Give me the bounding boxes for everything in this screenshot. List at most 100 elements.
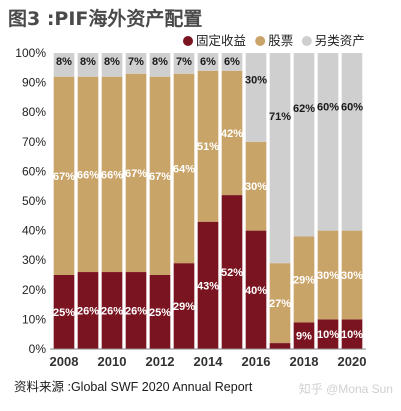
x-tick-label: 2010 <box>98 354 127 369</box>
data-label: 30% <box>245 181 267 193</box>
data-label: 67% <box>125 168 147 180</box>
y-tick-label: 80% <box>22 105 46 119</box>
legend-marker <box>183 36 193 46</box>
data-label: 60% <box>317 101 339 113</box>
data-label: 10% <box>341 329 363 341</box>
bar-segment <box>317 230 339 320</box>
bar-segment <box>149 76 171 276</box>
x-tick-label: 2018 <box>290 354 319 369</box>
bar-segment <box>197 70 219 222</box>
data-label: 51% <box>197 141 219 153</box>
bar-segment <box>293 53 315 237</box>
bar-segment <box>197 53 219 71</box>
y-tick-label: 100% <box>15 46 46 60</box>
y-tick-label: 0% <box>29 342 47 356</box>
bar-segment <box>341 53 363 231</box>
watermark: 知乎 @Mona Sun <box>298 382 393 396</box>
bar-segment <box>173 53 195 74</box>
bar-segment <box>269 343 291 349</box>
bar-segment <box>293 236 315 323</box>
bar-segment <box>77 76 99 273</box>
y-tick-label: 50% <box>22 194 46 208</box>
data-label: 29% <box>293 274 315 286</box>
bar-segment <box>221 70 243 196</box>
bar-segment <box>341 230 363 320</box>
bar-segment <box>149 275 171 349</box>
x-tick-label: 2014 <box>194 354 224 369</box>
data-label: 26% <box>125 306 147 318</box>
bar-segment <box>125 73 147 273</box>
data-label: 10% <box>317 329 339 341</box>
bar-segment <box>269 53 291 264</box>
x-tick-label: 2020 <box>338 354 367 369</box>
data-label: 64% <box>173 163 195 175</box>
data-label: 9% <box>296 331 312 343</box>
bar-segment <box>269 263 291 344</box>
bar-segment <box>149 53 171 77</box>
x-axis: 2008 2010 2012 2014 2016 2018 2020 <box>50 354 367 369</box>
data-label: 30% <box>317 270 339 282</box>
x-tick-label: 2012 <box>146 354 175 369</box>
x-tick-label: 2016 <box>242 354 271 369</box>
bar-segment <box>77 53 99 77</box>
data-label: 6% <box>200 56 216 68</box>
data-label: 52% <box>221 267 243 279</box>
bar-segment <box>53 76 75 276</box>
data-label: 62% <box>293 103 315 115</box>
data-label: 26% <box>77 306 99 318</box>
bar-segment <box>245 141 267 231</box>
bar-segment <box>317 319 339 349</box>
y-tick-label: 20% <box>22 283 46 297</box>
chart-title: 图3 :PIF海外资产配置 <box>8 8 203 30</box>
y-tick-label: 90% <box>22 76 46 90</box>
bar-segment <box>293 322 315 349</box>
bar-segment <box>101 272 123 349</box>
legend: 固定收益 股票 另类资产 <box>183 33 365 48</box>
legend-marker <box>301 36 312 46</box>
data-label: 29% <box>173 301 195 313</box>
y-axis: 0% 10% 20% 30% 40% 50% 60% 70% 80% 90% 100% <box>15 46 46 356</box>
bar-segment <box>341 319 363 349</box>
source-note: 资料来源 :Global SWF 2020 Annual Report <box>14 380 253 394</box>
data-label: 8% <box>104 56 120 68</box>
data-label: 7% <box>176 56 192 68</box>
data-label: 30% <box>245 75 267 87</box>
y-tick-label: 30% <box>22 253 46 267</box>
legend-label: 另类资产 <box>315 33 365 48</box>
bar-segment <box>53 53 75 77</box>
y-tick-label: 40% <box>22 224 46 238</box>
data-label: 8% <box>56 56 72 68</box>
bar-segment <box>125 53 147 74</box>
bar-segment <box>101 53 123 77</box>
y-tick-label: 10% <box>22 312 46 326</box>
data-label: 27% <box>269 298 291 310</box>
data-label: 67% <box>149 171 171 183</box>
y-tick-label: 60% <box>22 164 46 178</box>
data-label: 71% <box>269 111 291 123</box>
data-label: 7% <box>128 56 144 68</box>
data-label: 8% <box>80 56 96 68</box>
legend-marker <box>255 36 266 46</box>
bar-segment <box>221 195 243 349</box>
x-tick-label: 2008 <box>50 354 79 369</box>
data-label: 6% <box>224 56 240 68</box>
legend-label: 股票 <box>268 33 293 48</box>
bar-segment <box>77 272 99 349</box>
bar-segment <box>245 230 267 349</box>
bar-segment <box>53 275 75 349</box>
data-label: 26% <box>101 306 123 318</box>
data-label: 66% <box>77 169 99 181</box>
bar-segment <box>173 263 195 349</box>
data-label: 42% <box>221 128 243 140</box>
bar-segment <box>101 76 123 273</box>
data-label: 25% <box>149 307 171 319</box>
data-label: 60% <box>341 101 363 113</box>
bar-segment <box>317 53 339 231</box>
bar-segment <box>221 53 243 71</box>
data-label: 67% <box>53 171 75 183</box>
data-label: 30% <box>341 270 363 282</box>
bar-segment <box>245 53 267 142</box>
data-label: 8% <box>152 56 168 68</box>
bar-segment <box>125 272 147 349</box>
